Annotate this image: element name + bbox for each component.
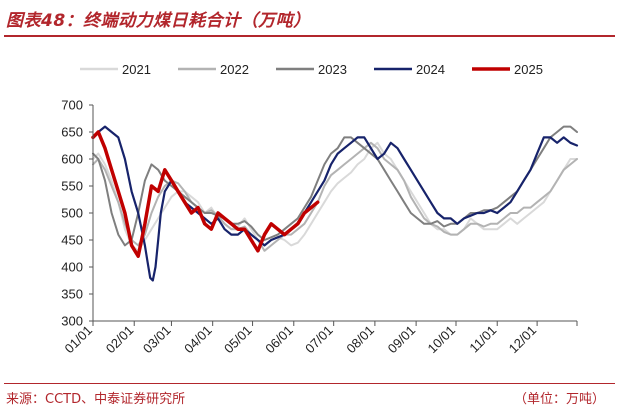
legend-label: 2025 [514,62,543,77]
y-tick-label: 600 [61,152,83,167]
x-tick-label: 09/01 [385,323,419,357]
x-tick-label: 02/01 [103,323,137,357]
y-axis: 300 350 400 450 500 550 600 650 700 [61,98,94,329]
x-tick-label: 12/01 [506,323,540,357]
legend: 2021 2022 2023 2024 2025 [80,62,543,77]
series-line-2024 [91,125,579,282]
series-line-2025 [91,130,320,258]
x-tick-label: 03/01 [140,323,174,357]
y-tick-label: 350 [61,287,83,302]
y-tick-label: 700 [61,98,83,113]
series-line-2023 [92,125,578,247]
unit-note: （单位：万吨） [513,392,605,407]
source-note: 来源：CCTD、中泰证券研究所 [6,392,186,407]
legend-label: 2023 [318,62,347,77]
chart-title: 图表48：终端动力煤日耗合计（万吨） [6,11,311,31]
series-line-2021 [92,141,578,252]
x-tick-label: 05/01 [221,323,255,357]
y-tick-label: 450 [61,233,83,248]
y-tick-label: 650 [61,125,83,140]
x-tick-label: 11/01 [466,323,499,356]
x-axis: 01/01 02/01 03/01 04/01 05/01 06/01 07/01 08/01… [62,320,578,357]
y-tick-label: 400 [61,260,83,275]
x-tick-label: 08/01 [343,323,377,357]
legend-label: 2022 [220,62,249,77]
source-divider [4,383,615,384]
title-divider [4,35,615,37]
y-tick-label: 550 [61,179,83,194]
x-tick-label: 04/01 [181,323,215,357]
legend-label: 2024 [416,62,445,77]
x-tick-label: 06/01 [262,323,296,357]
plot-area [91,125,579,282]
y-tick-label: 500 [61,206,83,221]
x-tick-label: 07/01 [302,323,336,357]
y-tick-label: 300 [61,314,83,329]
x-tick-label: 10/01 [425,323,459,357]
legend-label: 2021 [122,62,151,77]
